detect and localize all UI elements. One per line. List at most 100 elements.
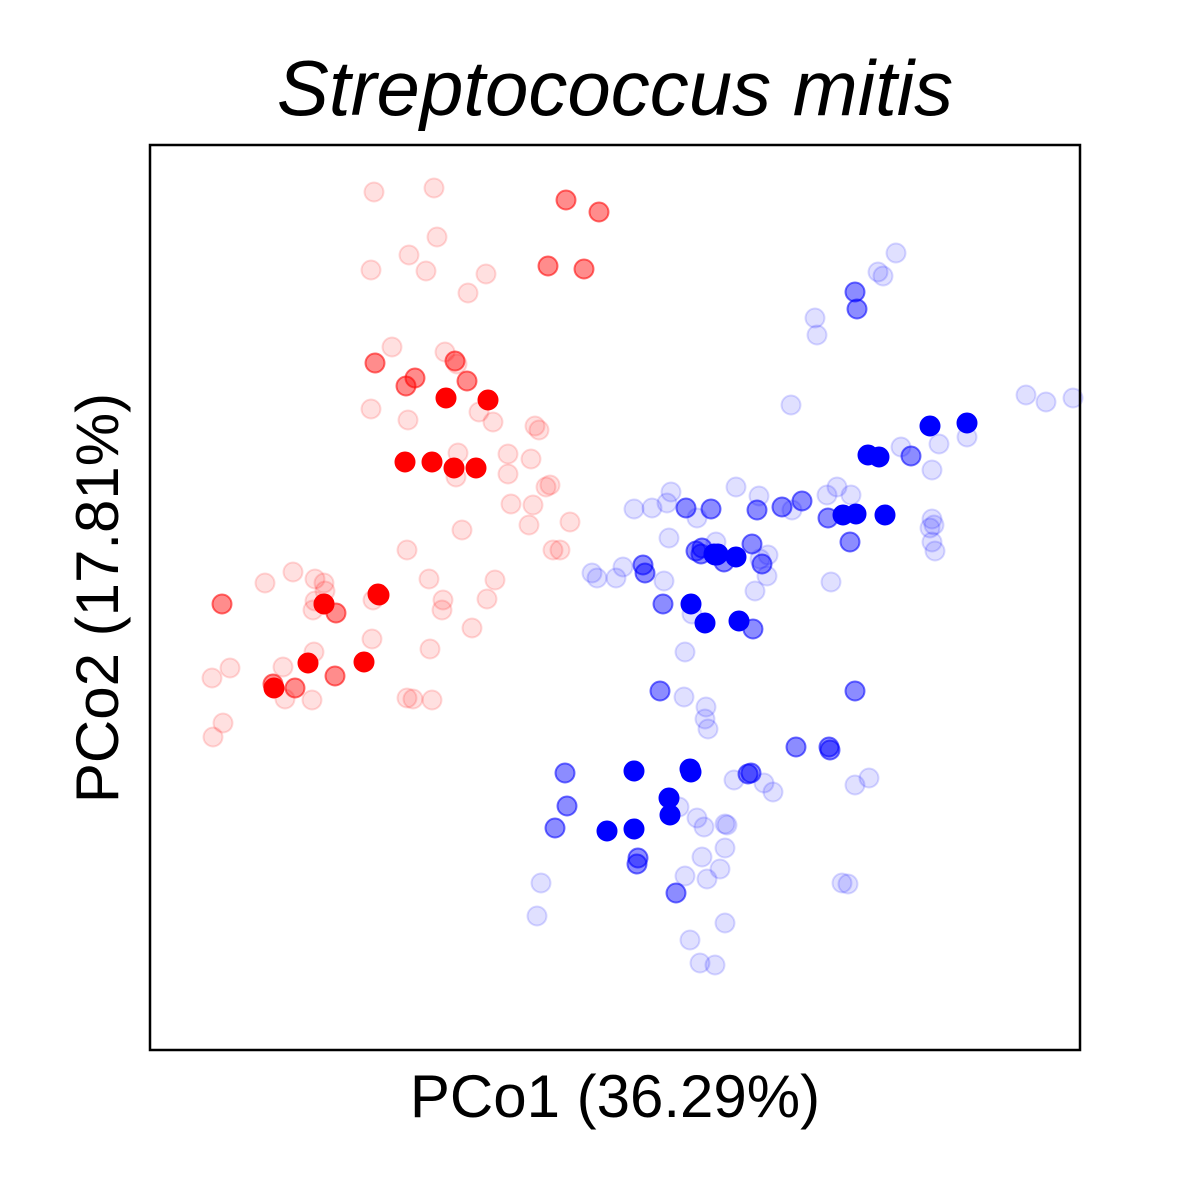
scatter-point xyxy=(461,617,483,639)
scatter-point xyxy=(746,499,768,521)
scatter-point xyxy=(623,818,645,840)
scatter-point xyxy=(537,255,559,277)
scatter-point xyxy=(396,687,418,709)
scatter-point xyxy=(301,689,323,711)
scatter-point xyxy=(714,912,736,934)
scatter-point xyxy=(771,496,793,518)
scatter-point xyxy=(524,415,546,437)
scatter-point xyxy=(632,554,654,576)
scatter-point xyxy=(297,652,319,674)
scatter-point xyxy=(674,865,696,887)
scatter-point xyxy=(396,539,418,561)
scatter-point xyxy=(418,568,440,590)
scatter-point xyxy=(885,242,907,264)
scatter-point xyxy=(398,244,420,266)
scatter-point xyxy=(658,787,680,809)
scatter-point xyxy=(919,415,941,437)
scatter-point xyxy=(497,443,519,465)
scatter-point xyxy=(444,350,466,372)
scatter-point xyxy=(360,259,382,281)
scatter-point xyxy=(520,448,542,470)
scatter-point xyxy=(806,324,828,346)
scatter-point xyxy=(443,457,465,479)
scatter-point xyxy=(282,561,304,583)
scatter-point xyxy=(694,708,716,730)
scatter-point xyxy=(921,508,943,530)
scatter-point xyxy=(840,484,862,506)
scatter-point xyxy=(956,412,978,434)
scatter-point xyxy=(844,774,866,796)
scatter-point xyxy=(304,568,326,590)
scatter-point xyxy=(696,868,718,890)
scatter-point xyxy=(839,531,861,553)
scatter-point xyxy=(535,476,557,498)
scatter-point xyxy=(704,954,726,976)
scatter-point xyxy=(586,567,608,589)
scatter-point xyxy=(844,680,866,702)
scatter-point xyxy=(858,767,880,789)
scatter-point xyxy=(360,398,382,420)
scatter-point xyxy=(762,781,784,803)
scatter-point xyxy=(353,651,375,673)
scatter-point xyxy=(457,282,479,304)
scatter-point xyxy=(465,457,487,479)
scatter-point xyxy=(542,539,564,561)
scatter-point xyxy=(1062,387,1084,409)
scatter-point xyxy=(923,514,945,536)
scatter-point xyxy=(421,689,443,711)
scatter-point xyxy=(874,504,896,526)
scatter-point xyxy=(395,375,417,397)
scatter-point xyxy=(756,565,778,587)
scatter-point xyxy=(1035,391,1057,413)
scatter-point xyxy=(826,476,848,498)
scatter-point xyxy=(415,260,437,282)
y-axis-label: PCo2 (17.81%) xyxy=(64,393,131,803)
scatter-point xyxy=(627,847,649,869)
scatter-point xyxy=(397,409,419,431)
scatter-point xyxy=(456,370,478,392)
chart-title: Streptococcus mitis xyxy=(277,44,953,132)
scatter-point xyxy=(691,846,713,868)
scatter-point xyxy=(714,813,736,835)
scatter-point xyxy=(423,177,445,199)
scatter-point xyxy=(725,546,747,568)
scatter-point xyxy=(528,419,550,441)
scatter-point xyxy=(518,514,540,536)
x-axis-label: PCo1 (36.29%) xyxy=(410,1063,820,1130)
scatter-point xyxy=(679,929,701,951)
scatter-point xyxy=(675,497,697,519)
scatter-point xyxy=(484,569,506,591)
scatter-point xyxy=(596,820,618,842)
scatter-point xyxy=(419,638,441,660)
scatter-point xyxy=(844,281,866,303)
scatter-point xyxy=(497,463,519,485)
scatter-point xyxy=(451,519,473,541)
scatter-point xyxy=(530,872,552,894)
scatter-point xyxy=(924,540,946,562)
scatter-point xyxy=(500,493,522,515)
scatter-point xyxy=(475,263,497,285)
scatter-point xyxy=(263,677,285,699)
scatter-point xyxy=(820,571,842,593)
scatter-point xyxy=(737,763,759,785)
scatter-point xyxy=(581,562,603,584)
scatter-point xyxy=(680,761,702,783)
scatter-point xyxy=(539,474,561,496)
scatter-point xyxy=(202,726,224,748)
scatter-point xyxy=(660,481,682,503)
scatter-point xyxy=(219,657,241,679)
scatter-point xyxy=(634,562,656,584)
scatter-point xyxy=(868,446,890,468)
scatter-point xyxy=(674,641,696,663)
scatter-point xyxy=(831,872,853,894)
scatter-point xyxy=(324,665,346,687)
scatter-point xyxy=(832,504,854,526)
scatter-point xyxy=(716,814,738,836)
scatter-point xyxy=(426,226,448,248)
scatter-point xyxy=(694,612,716,634)
scatter-point xyxy=(649,680,671,702)
scatter-point xyxy=(872,265,894,287)
scatter-point xyxy=(544,817,566,839)
scatter-point xyxy=(254,572,276,594)
